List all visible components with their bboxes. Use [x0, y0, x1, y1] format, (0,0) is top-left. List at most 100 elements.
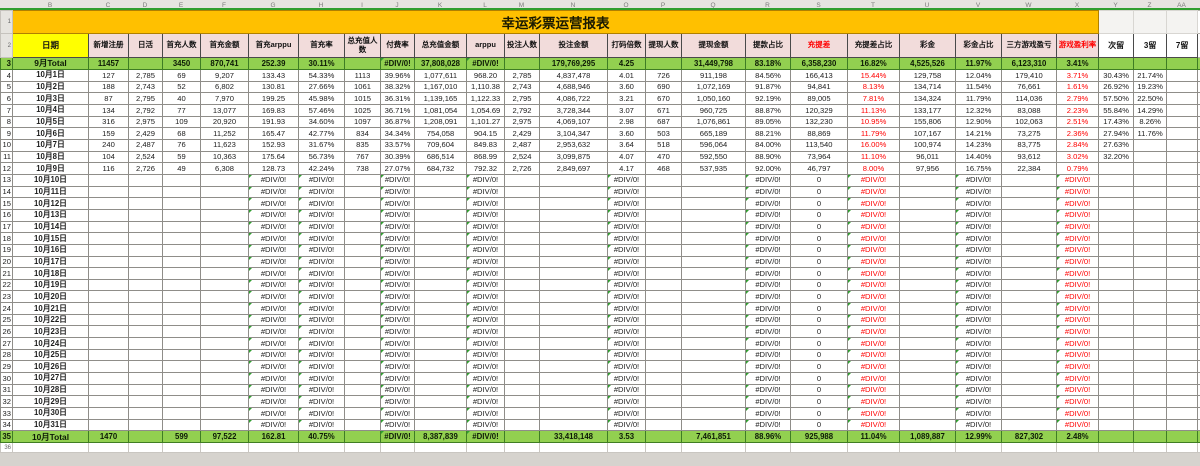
column-letter[interactable]: M [504, 0, 539, 8]
cell[interactable]: 73,964 [791, 151, 848, 163]
cell[interactable]: 11457 [89, 58, 129, 70]
cell[interactable] [201, 174, 249, 186]
cell[interactable]: #DIV/0! [467, 256, 505, 268]
cell[interactable] [1134, 373, 1167, 385]
empty-cell[interactable] [381, 443, 415, 453]
cell[interactable] [505, 419, 540, 431]
cell[interactable]: 100,974 [900, 139, 956, 151]
cell[interactable] [682, 256, 746, 268]
cell[interactable] [682, 314, 746, 326]
cell[interactable] [505, 221, 540, 233]
cell[interactable]: 113,540 [791, 139, 848, 151]
cell[interactable]: #DIV/0! [249, 268, 299, 280]
column-letter[interactable]: Z [1133, 0, 1166, 8]
date-cell[interactable]: 10月29日 [13, 396, 89, 408]
cell[interactable] [129, 209, 163, 221]
cell[interactable]: #DIV/0! [381, 209, 415, 221]
cell[interactable] [646, 221, 682, 233]
cell[interactable] [540, 419, 608, 431]
cell[interactable]: #DIV/0! [608, 303, 646, 315]
cell[interactable]: 3.21 [608, 93, 646, 105]
cell[interactable]: #DIV/0! [467, 233, 505, 245]
cell[interactable]: 2,792 [129, 104, 163, 116]
cell[interactable]: 169.83 [249, 104, 299, 116]
cell[interactable]: #DIV/0! [956, 373, 1002, 385]
cell[interactable] [1167, 221, 1198, 233]
cell[interactable] [900, 349, 956, 361]
date-cell[interactable]: 10月3日 [13, 93, 89, 105]
cell[interactable]: 2,795 [505, 93, 540, 105]
cell[interactable] [415, 361, 467, 373]
column-letter[interactable]: Y [1098, 0, 1133, 8]
cell[interactable] [129, 303, 163, 315]
cell[interactable]: #DIV/0! [1057, 186, 1099, 198]
cell[interactable] [89, 314, 129, 326]
cell[interactable] [682, 174, 746, 186]
cell[interactable]: 26.92% [1099, 81, 1134, 93]
cell[interactable]: 10.95% [848, 116, 900, 128]
row-number[interactable]: 15 [1, 198, 13, 210]
cell[interactable] [1167, 163, 1198, 175]
cell[interactable]: #DIV/0! [1057, 384, 1099, 396]
cell[interactable] [1134, 198, 1167, 210]
cell[interactable] [900, 221, 956, 233]
row-number[interactable]: 17 [1, 221, 13, 233]
cell[interactable]: 4,525,526 [900, 58, 956, 70]
column-letter[interactable]: L [466, 0, 504, 8]
cell[interactable] [540, 361, 608, 373]
cell[interactable]: 88.21% [746, 128, 791, 140]
cell[interactable]: 11.04% [848, 431, 900, 443]
cell[interactable] [540, 384, 608, 396]
cell[interactable] [646, 361, 682, 373]
cell[interactable]: #DIV/0! [956, 408, 1002, 420]
cell[interactable] [1002, 314, 1057, 326]
column-letter[interactable]: E [162, 0, 200, 8]
cell[interactable] [682, 408, 746, 420]
cell[interactable]: 83,775 [1002, 139, 1057, 151]
cell[interactable] [900, 279, 956, 291]
cell[interactable] [89, 408, 129, 420]
cell[interactable]: #DIV/0! [608, 373, 646, 385]
cell[interactable]: #DIV/0! [467, 303, 505, 315]
cell[interactable]: 133,177 [900, 104, 956, 116]
cell[interactable]: 2,975 [129, 116, 163, 128]
cell[interactable]: 0 [791, 279, 848, 291]
cell[interactable] [163, 396, 201, 408]
cell[interactable] [1002, 186, 1057, 198]
cell[interactable] [415, 279, 467, 291]
cell[interactable]: 46,797 [791, 163, 848, 175]
cell[interactable] [682, 186, 746, 198]
cell[interactable] [1134, 209, 1167, 221]
cell[interactable]: 2,429 [129, 128, 163, 140]
cell[interactable] [1099, 314, 1134, 326]
column-header[interactable]: 总充值人数 [345, 34, 381, 58]
cell[interactable]: #DIV/0! [746, 198, 791, 210]
cell[interactable] [1167, 396, 1198, 408]
date-cell[interactable]: 10月13日 [13, 209, 89, 221]
cell[interactable]: 2,487 [505, 139, 540, 151]
cell[interactable]: 2.84% [1057, 139, 1099, 151]
cell[interactable]: #DIV/0! [249, 198, 299, 210]
cell[interactable]: #DIV/0! [467, 279, 505, 291]
cell[interactable] [505, 279, 540, 291]
cell[interactable] [505, 431, 540, 443]
cell[interactable]: 120,329 [791, 104, 848, 116]
cell[interactable]: 2,975 [505, 116, 540, 128]
cell[interactable] [163, 174, 201, 186]
column-letter[interactable]: K [414, 0, 466, 8]
cell[interactable]: #DIV/0! [956, 233, 1002, 245]
cell[interactable]: 152.93 [249, 139, 299, 151]
cell[interactable] [1002, 384, 1057, 396]
cell[interactable]: 671 [646, 104, 682, 116]
cell[interactable]: #DIV/0! [381, 431, 415, 443]
cell[interactable]: #DIV/0! [608, 419, 646, 431]
cell[interactable]: #DIV/0! [608, 198, 646, 210]
cell[interactable]: #DIV/0! [467, 244, 505, 256]
cell[interactable]: 0 [791, 256, 848, 268]
empty-cell[interactable] [415, 443, 467, 453]
cell[interactable] [163, 408, 201, 420]
cell[interactable] [1134, 431, 1167, 443]
cell[interactable]: #DIV/0! [1057, 279, 1099, 291]
column-letter[interactable]: F [200, 0, 248, 8]
cell[interactable] [415, 338, 467, 350]
